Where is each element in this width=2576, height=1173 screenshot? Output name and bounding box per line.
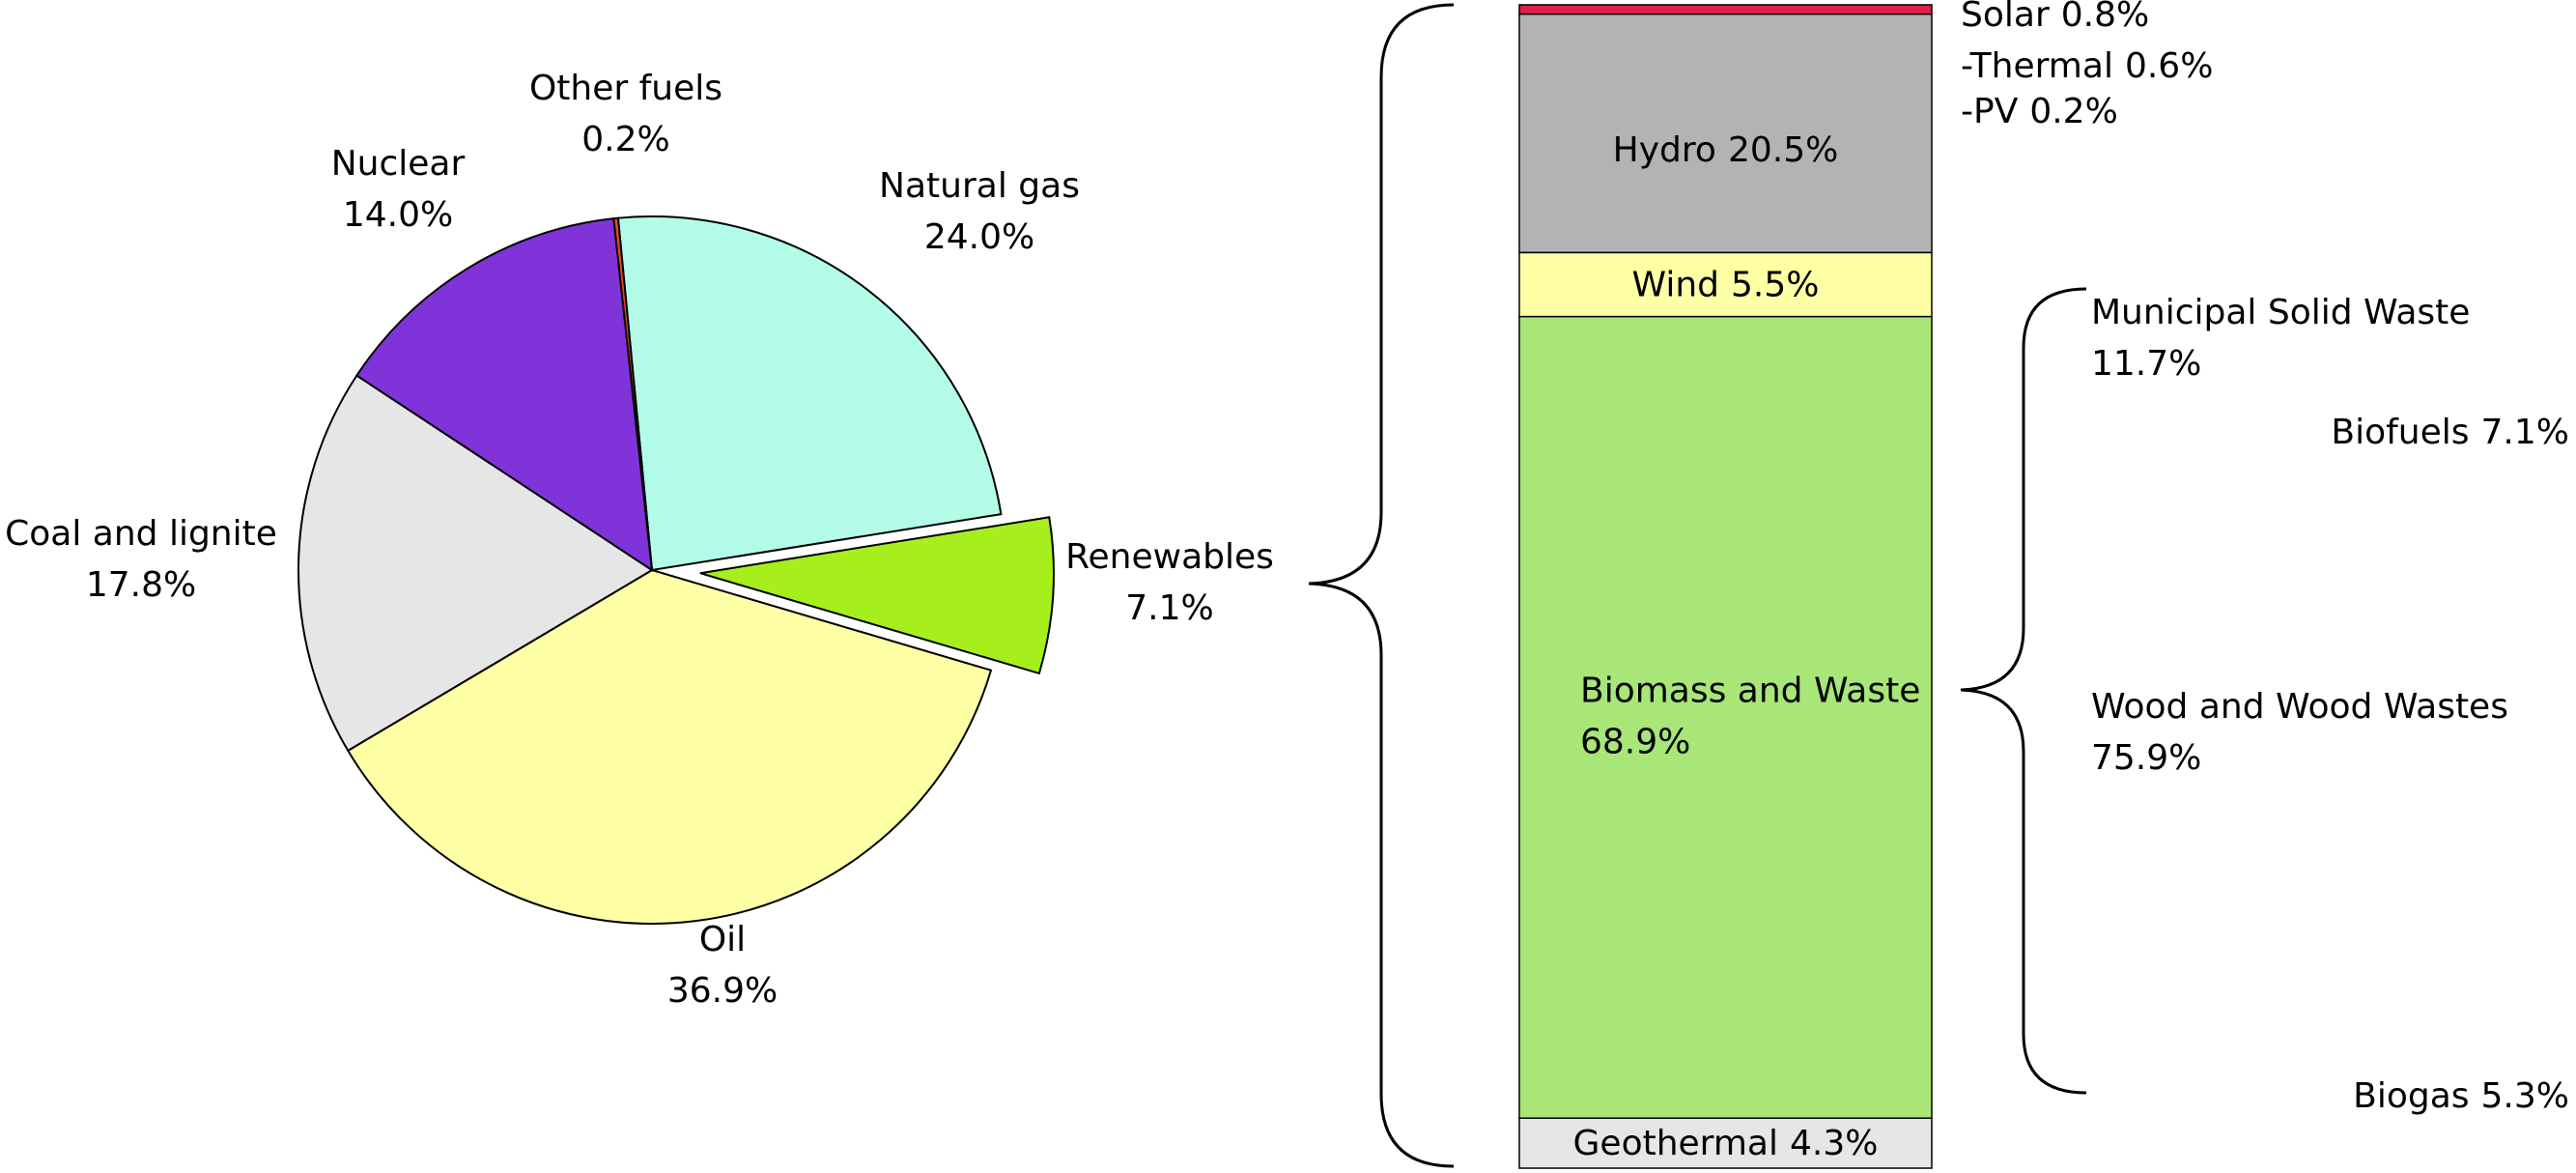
pie-slice [699, 516, 1055, 675]
label: Wind 5.5% [1632, 266, 1820, 305]
label: Biofuels 7.1% [2331, 413, 2569, 452]
label-value: 5.5% [1731, 266, 1819, 305]
label-name: Municipal Solid Waste [2091, 293, 2470, 332]
label-value: 0.8% [2061, 0, 2149, 35]
label-name: Oil [699, 920, 746, 959]
label-value: 0.6% [2125, 46, 2213, 86]
label-value: 7.1% [2481, 413, 2569, 452]
label-name: Renewables [1065, 537, 1274, 577]
label-name: -PV [1961, 92, 2019, 131]
label-name: Coal and lignite [5, 514, 277, 554]
label-name: Wood and Wood Wastes [2091, 687, 2508, 727]
label: Hydro 20.5% [1613, 130, 1839, 170]
label-value: 0.2% [581, 120, 669, 159]
label: Geothermal 4.3% [1573, 1124, 1879, 1163]
label-value: 0.2% [2029, 92, 2117, 131]
brace [1960, 287, 2087, 1095]
label: Solar 0.8% [1961, 0, 2149, 35]
bar-segment [1518, 251, 1933, 318]
label-name: Biomass and Waste [1580, 671, 1920, 710]
label: Other fuels 0.2% [529, 69, 722, 159]
pie-slice [354, 217, 654, 573]
label-value: 68.9% [1580, 722, 1690, 761]
pie-slice [346, 568, 993, 925]
pie-slice [616, 215, 1003, 572]
label: Biogas 5.3% [2353, 1076, 2569, 1116]
label-name: -Thermal [1961, 46, 2113, 86]
label: Wood and Wood Wastes 75.9% [2091, 687, 2508, 778]
label-name: Natural gas [879, 166, 1080, 206]
bar-segment [1518, 13, 1933, 254]
label-name: Nuclear [331, 144, 466, 184]
label-name: Biogas [2353, 1076, 2469, 1116]
label: Coal and lignite 17.8% [5, 514, 277, 605]
label-name: Biofuels [2331, 413, 2469, 452]
label-value: 17.8% [86, 565, 196, 605]
bar-segment [1518, 4, 1933, 15]
label-name: Geothermal [1573, 1124, 1778, 1163]
label-name: Wind [1632, 266, 1719, 305]
label: Municipal Solid Waste 11.7% [2091, 293, 2470, 384]
label: Biomass and Waste 68.9% [1580, 671, 1920, 761]
label-value: 20.5% [1728, 130, 1838, 170]
label: Oil 36.9% [667, 920, 778, 1011]
label-name: Solar [1961, 0, 2050, 35]
label: -Thermal 0.6% [1961, 46, 2213, 86]
label-value: 5.3% [2481, 1076, 2569, 1116]
label: Nuclear 14.0% [331, 144, 466, 235]
label-value: 75.9% [2091, 738, 2201, 778]
brace [1308, 3, 1455, 1168]
label-value: 14.0% [343, 195, 453, 235]
label-name: Other fuels [529, 69, 722, 108]
label-name: Hydro [1613, 130, 1716, 170]
label-value: 7.1% [1125, 588, 1213, 628]
label: Natural gas 24.0% [879, 166, 1080, 257]
bar-segment [1518, 1117, 1933, 1169]
pie-slice [612, 216, 653, 571]
label-value: 24.0% [924, 217, 1034, 257]
label: -PV 0.2% [1961, 92, 2118, 131]
label-value: 4.3% [1790, 1124, 1878, 1163]
pie-slice [297, 374, 654, 753]
label-value: 11.7% [2091, 344, 2201, 384]
label-value: 36.9% [667, 971, 778, 1011]
label: Renewables 7.1% [1065, 537, 1274, 628]
bar-segment [1518, 315, 1933, 1119]
